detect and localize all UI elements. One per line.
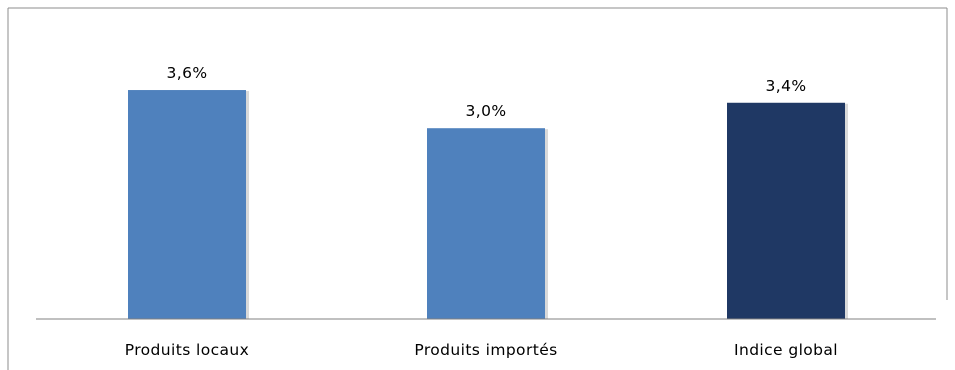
bar-3	[727, 102, 845, 319]
category-label-3: Indice global	[734, 341, 838, 359]
data-label-3: 3,4%	[766, 77, 807, 95]
bars-group	[128, 90, 848, 319]
data-label-1: 3,6%	[167, 64, 208, 82]
category-label-1: Produits locaux	[125, 341, 249, 359]
labels-group: 3,6% Produits locaux 3,0% Produits importés…	[125, 64, 838, 359]
bar-1	[128, 90, 246, 319]
category-label-2: Produits importés	[414, 341, 557, 359]
data-label-2: 3,0%	[466, 102, 507, 120]
bar-2	[427, 128, 545, 319]
